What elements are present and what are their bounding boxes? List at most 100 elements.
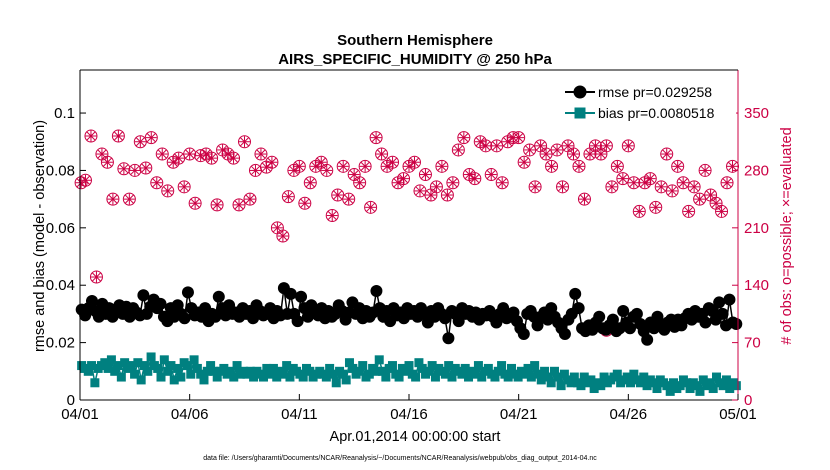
right-tick-labels: 0 70 140 210 280 350 (732, 105, 769, 409)
bias-series-point (229, 372, 239, 382)
bias-series-point (731, 381, 741, 391)
bias-series-point (457, 369, 467, 379)
rmse-series-point (370, 284, 383, 297)
bias-series-point (344, 358, 354, 368)
obs-point (210, 198, 224, 212)
right-axis-label: # of obs: o=possible; ×=evaluated (779, 127, 795, 344)
obs-point (238, 135, 251, 149)
bias-series-point (232, 361, 242, 371)
bias-series-point (341, 375, 351, 385)
obs-point (418, 168, 432, 182)
bias-series-point (503, 372, 513, 382)
bias-series-point (192, 363, 202, 373)
bias-series-point (692, 381, 702, 391)
bias-series-point (569, 372, 579, 382)
rmse-series-point (154, 297, 167, 310)
legend-box (560, 79, 736, 124)
bias-series-point (298, 372, 308, 382)
bias-series-point (163, 366, 173, 376)
bias-series-point (579, 372, 589, 382)
x-tick-label: 04/16 (390, 406, 428, 423)
rmse-series-point (723, 293, 736, 306)
bias-series-point (212, 372, 222, 382)
obs-point (100, 155, 114, 169)
obs-point (292, 159, 306, 173)
right-tick-label: 210 (744, 220, 769, 237)
obs-point (347, 168, 361, 182)
right-tick-label: 70 (744, 335, 761, 352)
obs-point (693, 192, 707, 206)
bias-series-point (464, 372, 474, 382)
rmse-series-point (85, 295, 98, 307)
obs-point (227, 151, 241, 165)
bias-series-point (483, 363, 493, 373)
obs-point (144, 131, 158, 145)
rmse-series-point (641, 333, 654, 346)
obs-point (446, 176, 460, 190)
bias-series-point (169, 375, 179, 385)
obs-point (364, 200, 378, 214)
obs-point (517, 155, 531, 169)
obs-point (150, 176, 164, 190)
obs-point (709, 196, 723, 210)
obs-point (687, 180, 701, 194)
obs-point (539, 147, 553, 161)
bias-series-point (225, 366, 235, 376)
obs-point (424, 188, 438, 202)
bias-series-point (176, 372, 186, 382)
bias-series-point (424, 366, 434, 376)
obs-point (89, 270, 103, 284)
rmse-series-point (442, 332, 455, 345)
rmse-series-point (212, 290, 225, 303)
bias-series-point (120, 358, 130, 368)
rmse-series-point (716, 307, 729, 320)
legend-bias-label: bias pr=0.0080518 (598, 105, 715, 121)
bias-series-point (417, 363, 427, 373)
obs-point (588, 139, 602, 153)
obs-point (248, 163, 262, 177)
bias-series-point (533, 369, 543, 379)
obs-point (183, 147, 197, 161)
obs-point (386, 155, 400, 169)
rmse-series-point (730, 317, 743, 330)
bias-series-point (447, 372, 457, 382)
obs-point (95, 147, 109, 161)
obs-point (117, 162, 131, 176)
rmse-series-point (699, 316, 712, 329)
bias-series-point (649, 378, 659, 388)
x-tick-labels: 04/01 04/06 04/11 04/16 04/21 04/26 05/01 (61, 394, 757, 423)
bias-series-point (338, 369, 348, 379)
obs-point (265, 155, 279, 169)
obs-point (594, 147, 608, 161)
obs-point (495, 176, 509, 190)
rmse-series-point (617, 305, 630, 318)
obs-point (649, 200, 663, 214)
obs-point (122, 192, 136, 206)
bias-series-point (652, 384, 662, 394)
bias-series-point (354, 366, 364, 376)
obs-point (599, 139, 613, 153)
bias-series-point (497, 361, 507, 371)
bias-series-point (470, 369, 480, 379)
bias-series-point (411, 372, 421, 382)
obs-point (665, 184, 679, 198)
bias-series-point (705, 378, 715, 388)
bias-series-point (245, 366, 255, 376)
obs-point (457, 131, 471, 145)
bias-series-point (712, 372, 722, 382)
bias-series-point (371, 366, 381, 376)
bias-series-point (685, 384, 695, 394)
bias-series-point (490, 372, 500, 382)
obs-point (221, 147, 235, 161)
bias-series-point (401, 366, 411, 376)
obs-point (583, 147, 597, 161)
bias-series-point (589, 384, 599, 394)
bias-series-point (427, 361, 437, 371)
bias-series-point (166, 361, 176, 371)
obs-point (534, 139, 548, 153)
left-axis-label: rmse and bias (model - observation) (32, 120, 48, 352)
bias-series-point (675, 381, 685, 391)
rmse-series-point (630, 307, 643, 320)
obs-point (643, 172, 657, 186)
